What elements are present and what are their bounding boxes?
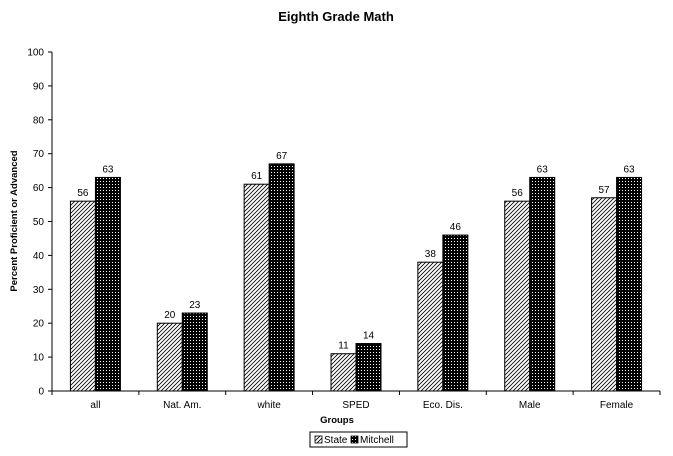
y-tick-label: 60 <box>33 183 45 194</box>
x-tick-label: SPED <box>342 400 369 411</box>
y-tick-label: 20 <box>33 319 45 330</box>
legend: State Mitchell <box>309 431 408 448</box>
data-label: 63 <box>102 164 114 175</box>
data-label: 46 <box>450 222 462 233</box>
x-axis: all Nat. Am. white SPED Eco. Dis. Male Female <box>51 390 661 411</box>
y-axis-label: Percent Proficient or Advanced <box>9 150 20 291</box>
y-tick-label: 50 <box>33 217 45 228</box>
bar-state-female <box>591 197 618 392</box>
y-tick-label: 80 <box>33 115 45 126</box>
data-labels: 56 63 20 23 61 67 11 14 38 46 56 63 57 63 <box>77 151 635 352</box>
legend-box <box>309 431 408 448</box>
data-label: 61 <box>251 171 263 182</box>
legend-swatch-mitchell <box>350 435 359 444</box>
data-label: 56 <box>77 188 89 199</box>
y-axis: 0 10 20 30 40 50 60 70 80 90 100 <box>27 48 53 398</box>
y-tick-label: 30 <box>33 285 45 296</box>
x-axis-label: Groups <box>320 415 354 426</box>
data-label: 63 <box>537 164 549 175</box>
bar-state-eco-dis <box>417 261 444 392</box>
data-label: 67 <box>276 151 288 162</box>
data-label: 63 <box>624 164 636 175</box>
x-tick-label: white <box>256 400 281 411</box>
data-label: 38 <box>425 249 437 260</box>
y-tick-label: 40 <box>33 251 45 262</box>
data-label: 14 <box>363 331 375 342</box>
x-tick-label: all <box>90 400 100 411</box>
bar-mitchell-sped <box>355 343 382 392</box>
y-tick-label: 100 <box>27 48 44 59</box>
bar-mitchell-female <box>616 176 643 392</box>
data-label: 20 <box>164 310 176 321</box>
bars <box>69 163 643 392</box>
y-tick-label: 0 <box>38 387 44 398</box>
data-label: 11 <box>338 341 349 352</box>
x-tick-label: Female <box>600 400 634 411</box>
data-label: 57 <box>599 185 611 196</box>
bar-mitchell-eco-dis <box>442 234 469 392</box>
legend-label-state: State <box>324 435 348 446</box>
y-tick-label: 90 <box>33 81 45 92</box>
y-tick-label: 70 <box>33 149 45 160</box>
x-tick-label: Eco. Dis. <box>423 400 463 411</box>
legend-label-mitchell: Mitchell <box>360 435 394 446</box>
bar-state-male <box>504 200 531 392</box>
x-tick-label: Male <box>519 400 541 411</box>
bar-state-sped <box>330 353 357 392</box>
bar-state-nat-am <box>156 322 183 392</box>
data-label: 23 <box>189 300 201 311</box>
bar-mitchell-nat-am <box>181 312 208 392</box>
chart-title: Eighth Grade Math <box>278 9 394 24</box>
bar-mitchell-white <box>268 163 295 392</box>
bar-state-white <box>243 183 270 392</box>
bar-mitchell-all <box>94 176 121 392</box>
legend-swatch-state <box>314 435 323 444</box>
data-label: 56 <box>512 188 524 199</box>
bar-state-all <box>69 200 96 392</box>
y-tick-label: 10 <box>33 353 45 364</box>
x-tick-label: Nat. Am. <box>163 400 201 411</box>
bar-mitchell-male <box>529 176 556 392</box>
